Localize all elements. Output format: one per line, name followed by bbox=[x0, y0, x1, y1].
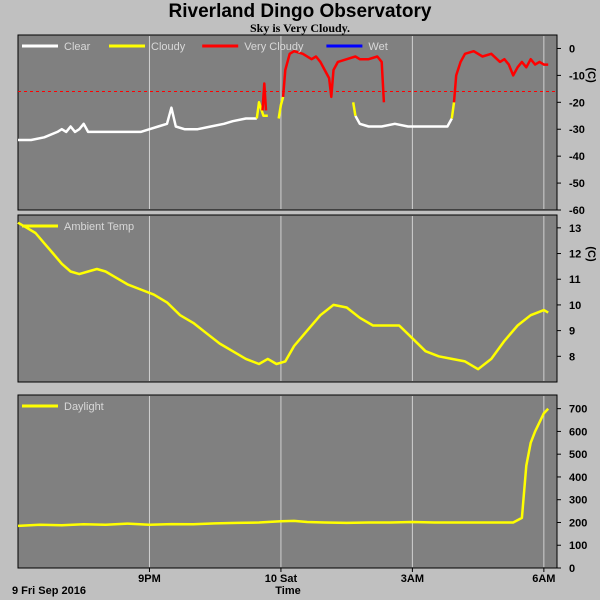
ambient-ytick-label: 9 bbox=[569, 326, 575, 338]
ambient-ytick-label: 8 bbox=[569, 351, 575, 363]
ambient-ytick-label: 10 bbox=[569, 300, 581, 312]
sky-legend-label: Very Cloudy bbox=[244, 41, 304, 53]
xaxis-tick-label: 9PM bbox=[138, 573, 161, 585]
daylight-ytick-label: 700 bbox=[569, 404, 587, 416]
xaxis-tick-label: 3AM bbox=[401, 573, 424, 585]
sky-series-very-cloudy bbox=[452, 49, 549, 103]
sky-legend-label: Wet bbox=[368, 41, 387, 53]
daylight-ytick-label: 300 bbox=[569, 495, 587, 507]
sky-ytick-label: -10 bbox=[569, 70, 585, 82]
sky-legend-label: Clear bbox=[64, 41, 91, 53]
ambient-ytick-label: 11 bbox=[569, 274, 581, 286]
ambient-plot-area bbox=[17, 214, 558, 383]
sky-ytick-label: -20 bbox=[569, 97, 585, 109]
xaxis-title: Time bbox=[275, 585, 300, 597]
sky-ytick-label: -50 bbox=[569, 178, 585, 190]
daylight-legend-label: Daylight bbox=[64, 401, 104, 413]
daylight-series-daylight bbox=[17, 407, 550, 528]
ambient-yaxis-unit: (C) bbox=[585, 246, 597, 262]
sky-ytick-label: 0 bbox=[569, 43, 575, 55]
xaxis-start-date: 9 Fri Sep 2016 bbox=[12, 585, 86, 597]
sky-ytick-label: -60 bbox=[569, 205, 585, 217]
xaxis-tick-label: 6AM bbox=[532, 573, 555, 585]
daylight-ytick-label: 600 bbox=[569, 426, 587, 438]
ambient-ytick-label: 12 bbox=[569, 249, 581, 261]
sky-series-cloudy bbox=[255, 101, 268, 119]
sky-yaxis-unit: (C) bbox=[585, 68, 597, 84]
ambient-series-ambient-temp bbox=[17, 221, 549, 371]
daylight-ytick-label: 200 bbox=[569, 517, 587, 529]
sky-series-cloudy bbox=[450, 102, 456, 119]
xaxis-tick-label: 10 Sat bbox=[265, 573, 298, 585]
ambient-legend-label: Ambient Temp bbox=[64, 221, 134, 233]
sky-ytick-label: -30 bbox=[569, 124, 585, 136]
daylight-ytick-label: 400 bbox=[569, 472, 587, 484]
sky-series-clear bbox=[354, 115, 453, 128]
sky-series-very-cloudy bbox=[261, 82, 268, 111]
sky-status-subtitle: Sky is Very Cloudy. bbox=[249, 21, 351, 35]
ambient-ytick-label: 13 bbox=[569, 223, 581, 235]
daylight-ytick-label: 500 bbox=[569, 449, 587, 461]
chart-title: Riverland Dingo Observatory bbox=[168, 1, 432, 22]
sky-ytick-label: -40 bbox=[569, 151, 585, 163]
sky-series-clear bbox=[18, 106, 257, 142]
sky-series-cloudy bbox=[351, 102, 357, 117]
daylight-ytick-label: 100 bbox=[569, 540, 587, 552]
sky-series-cloudy bbox=[277, 96, 285, 119]
sky-legend-label: Cloudy bbox=[151, 41, 186, 53]
daylight-plot-area bbox=[17, 394, 558, 569]
daylight-ytick-label: 0 bbox=[569, 563, 575, 575]
sky-series-very-cloudy bbox=[281, 49, 386, 103]
